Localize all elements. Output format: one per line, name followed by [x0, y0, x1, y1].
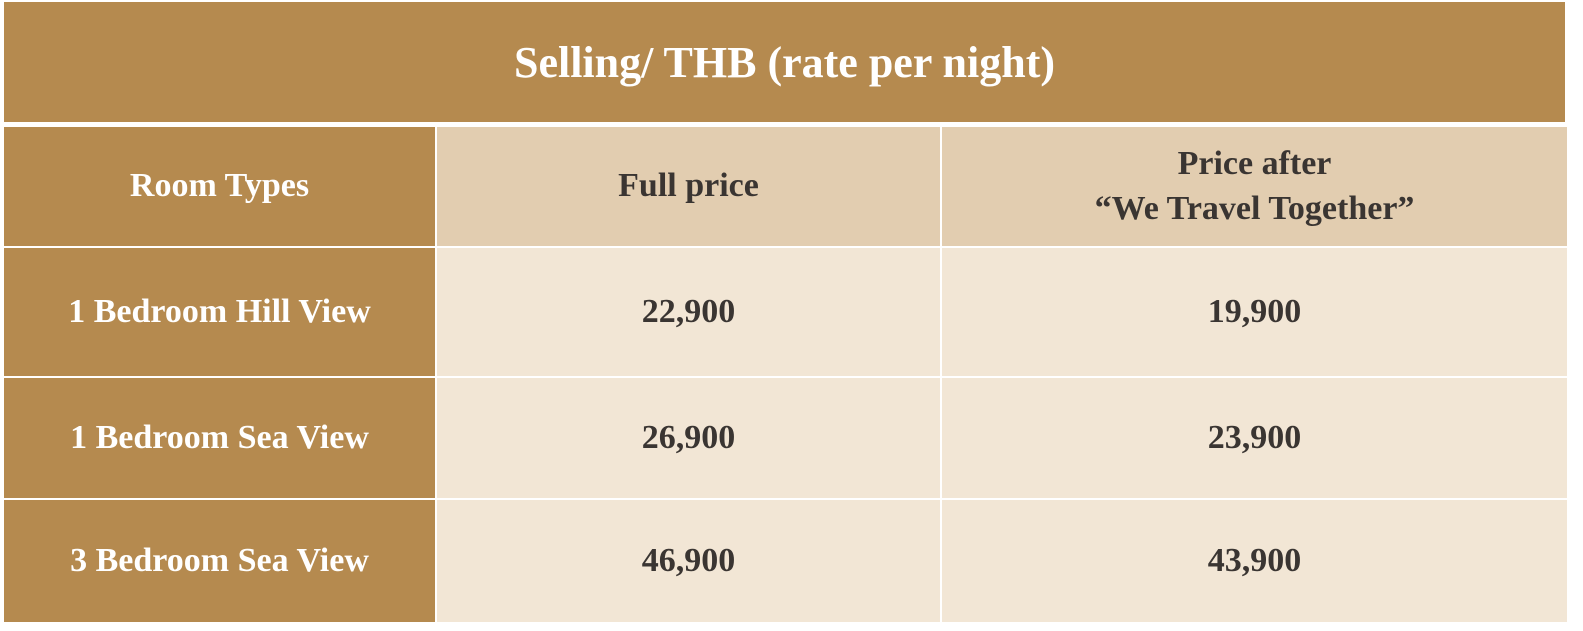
header-cell: Price after “We Travel Together”	[942, 127, 1567, 246]
room-type: 3 Bedroom Sea View	[4, 500, 435, 622]
price-cell: 26,900	[437, 378, 940, 498]
price-cell: 23,900	[942, 378, 1567, 498]
room-type: 1 Bedroom Hill View	[4, 248, 435, 376]
header-cell: Room Types	[4, 127, 435, 246]
price-table: Room Types Full price Price after “We Trave…	[4, 127, 1567, 622]
table-title: Selling/ THB (rate per night)	[4, 2, 1565, 122]
room-type: 1 Bedroom Sea View	[4, 378, 435, 498]
price-cell: 22,900	[437, 248, 940, 376]
header-line: “We Travel Together”	[1094, 189, 1415, 227]
header-cell: Full price	[437, 127, 940, 246]
price-cell: 19,900	[942, 248, 1567, 376]
header-line: Price after	[1177, 145, 1332, 183]
price-cell: 46,900	[437, 500, 940, 622]
price-cell: 43,900	[942, 500, 1567, 622]
